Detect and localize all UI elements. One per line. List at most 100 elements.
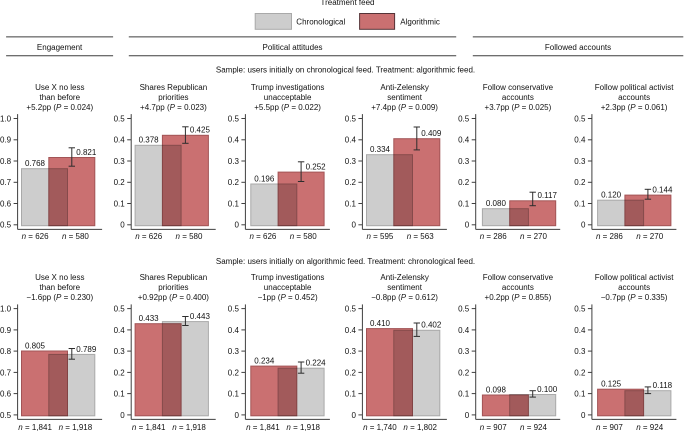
svg-text:0.125: 0.125 xyxy=(601,380,622,389)
svg-text:1.0: 1.0 xyxy=(0,305,12,314)
svg-text:0.5: 0.5 xyxy=(228,305,240,314)
svg-text:0.1: 0.1 xyxy=(345,199,357,208)
svg-text:0.4: 0.4 xyxy=(114,326,126,335)
svg-text:0.4: 0.4 xyxy=(228,136,240,145)
svg-text:0.4: 0.4 xyxy=(574,136,586,145)
svg-text:sentiment: sentiment xyxy=(387,93,422,102)
svg-text:Use X no less: Use X no less xyxy=(35,273,84,282)
svg-text:0.3: 0.3 xyxy=(345,347,357,356)
svg-text:0.5: 0.5 xyxy=(0,411,12,420)
svg-text:n = 924: n = 924 xyxy=(520,423,547,431)
svg-text:0.2: 0.2 xyxy=(114,178,126,187)
svg-text:0.3: 0.3 xyxy=(345,157,357,166)
svg-text:0.9: 0.9 xyxy=(0,136,12,145)
svg-text:0.098: 0.098 xyxy=(486,385,507,394)
svg-text:0.2: 0.2 xyxy=(458,368,470,377)
svg-text:0.1: 0.1 xyxy=(574,390,586,399)
svg-text:0.1: 0.1 xyxy=(458,199,470,208)
svg-text:sentiment: sentiment xyxy=(387,283,422,292)
svg-text:than before: than before xyxy=(40,93,81,102)
svg-text:n = 1,918: n = 1,918 xyxy=(59,423,93,431)
svg-text:0.8: 0.8 xyxy=(0,157,12,166)
svg-text:n = 1,841: n = 1,841 xyxy=(246,423,280,431)
svg-text:0.3: 0.3 xyxy=(574,157,586,166)
svg-text:0.5: 0.5 xyxy=(574,305,586,314)
svg-text:Shares Republican: Shares Republican xyxy=(140,83,208,92)
svg-text:0.4: 0.4 xyxy=(345,136,357,145)
svg-text:0.4: 0.4 xyxy=(574,326,586,335)
svg-text:0.100: 0.100 xyxy=(537,385,558,394)
svg-text:unacceptable: unacceptable xyxy=(264,283,312,292)
svg-text:n = 563: n = 563 xyxy=(407,232,434,241)
svg-text:0.5: 0.5 xyxy=(345,114,357,123)
svg-text:0.4: 0.4 xyxy=(228,326,240,335)
svg-text:priorities: priorities xyxy=(158,93,188,102)
svg-text:0.3: 0.3 xyxy=(114,347,126,356)
svg-text:n = 626: n = 626 xyxy=(249,232,276,241)
svg-text:Use X no less: Use X no less xyxy=(35,83,84,92)
svg-text:n = 1,918: n = 1,918 xyxy=(172,423,206,431)
svg-text:0.1: 0.1 xyxy=(345,390,357,399)
svg-text:0.410: 0.410 xyxy=(370,319,391,328)
svg-text:n = 580: n = 580 xyxy=(62,232,89,241)
svg-text:n = 907: n = 907 xyxy=(480,423,507,431)
svg-text:+0.92pp (P = 0.400): +0.92pp (P = 0.400) xyxy=(138,293,210,302)
svg-text:0: 0 xyxy=(120,411,125,420)
svg-text:+4.7pp (P = 0.023): +4.7pp (P = 0.023) xyxy=(140,103,207,112)
svg-text:−0.8pp (P = 0.612): −0.8pp (P = 0.612) xyxy=(371,293,438,302)
svg-text:0.1: 0.1 xyxy=(458,390,470,399)
svg-text:0.3: 0.3 xyxy=(228,347,240,356)
svg-text:Followed accounts: Followed accounts xyxy=(545,43,611,52)
svg-text:0.1: 0.1 xyxy=(114,390,126,399)
svg-text:accounts: accounts xyxy=(618,283,650,292)
svg-text:+2.3pp (P = 0.061): +2.3pp (P = 0.061) xyxy=(601,103,668,112)
svg-text:n = 580: n = 580 xyxy=(176,232,203,241)
svg-text:+5.2pp (P = 0.024): +5.2pp (P = 0.024) xyxy=(26,103,93,112)
svg-text:0.4: 0.4 xyxy=(345,326,357,335)
svg-text:Algorithmic: Algorithmic xyxy=(400,17,440,26)
svg-text:0.443: 0.443 xyxy=(190,312,211,321)
svg-text:0.2: 0.2 xyxy=(228,178,240,187)
svg-text:0: 0 xyxy=(120,221,125,230)
svg-text:n = 1,918: n = 1,918 xyxy=(286,423,320,431)
svg-text:+7.4pp (P = 0.009): +7.4pp (P = 0.009) xyxy=(371,103,438,112)
svg-text:0.4: 0.4 xyxy=(114,136,126,145)
svg-text:0.5: 0.5 xyxy=(228,114,240,123)
svg-text:Sample: users initially on alg: Sample: users initially on algorithmic f… xyxy=(216,257,475,266)
svg-text:0.3: 0.3 xyxy=(114,157,126,166)
svg-text:0: 0 xyxy=(234,411,239,420)
svg-text:n = 595: n = 595 xyxy=(366,232,393,241)
svg-text:−0.7pp (P = 0.335): −0.7pp (P = 0.335) xyxy=(601,293,668,302)
svg-text:n = 286: n = 286 xyxy=(480,232,507,241)
svg-text:0.425: 0.425 xyxy=(190,126,211,135)
svg-text:0.080: 0.080 xyxy=(486,199,507,208)
svg-text:0.144: 0.144 xyxy=(652,186,673,195)
svg-text:0.118: 0.118 xyxy=(653,381,673,390)
svg-text:0.402: 0.402 xyxy=(421,321,442,330)
svg-text:Shares Republican: Shares Republican xyxy=(140,273,208,282)
svg-text:accounts: accounts xyxy=(502,283,534,292)
svg-text:0.7: 0.7 xyxy=(0,368,12,377)
svg-text:0.5: 0.5 xyxy=(458,114,470,123)
svg-text:n = 1,841: n = 1,841 xyxy=(18,423,52,431)
svg-text:0: 0 xyxy=(351,221,356,230)
svg-text:0.252: 0.252 xyxy=(306,163,327,172)
svg-text:unacceptable: unacceptable xyxy=(264,93,312,102)
svg-text:n = 270: n = 270 xyxy=(636,232,663,241)
svg-text:0.433: 0.433 xyxy=(139,314,160,323)
svg-text:+3.7pp (P = 0.025): +3.7pp (P = 0.025) xyxy=(485,103,552,112)
svg-text:0.3: 0.3 xyxy=(574,347,586,356)
svg-text:0.2: 0.2 xyxy=(345,368,357,377)
svg-text:0.2: 0.2 xyxy=(114,368,126,377)
svg-text:priorities: priorities xyxy=(158,283,188,292)
svg-text:0.9: 0.9 xyxy=(0,326,12,335)
svg-text:0.224: 0.224 xyxy=(306,359,327,368)
svg-text:n = 286: n = 286 xyxy=(596,232,623,241)
svg-text:0.8: 0.8 xyxy=(0,347,12,356)
svg-text:Engagement: Engagement xyxy=(37,43,83,52)
svg-text:Anti-Zelensky: Anti-Zelensky xyxy=(380,83,428,92)
svg-text:n = 1,740: n = 1,740 xyxy=(363,423,397,431)
svg-text:0: 0 xyxy=(234,221,239,230)
svg-text:n = 626: n = 626 xyxy=(22,232,49,241)
svg-text:0.3: 0.3 xyxy=(228,157,240,166)
